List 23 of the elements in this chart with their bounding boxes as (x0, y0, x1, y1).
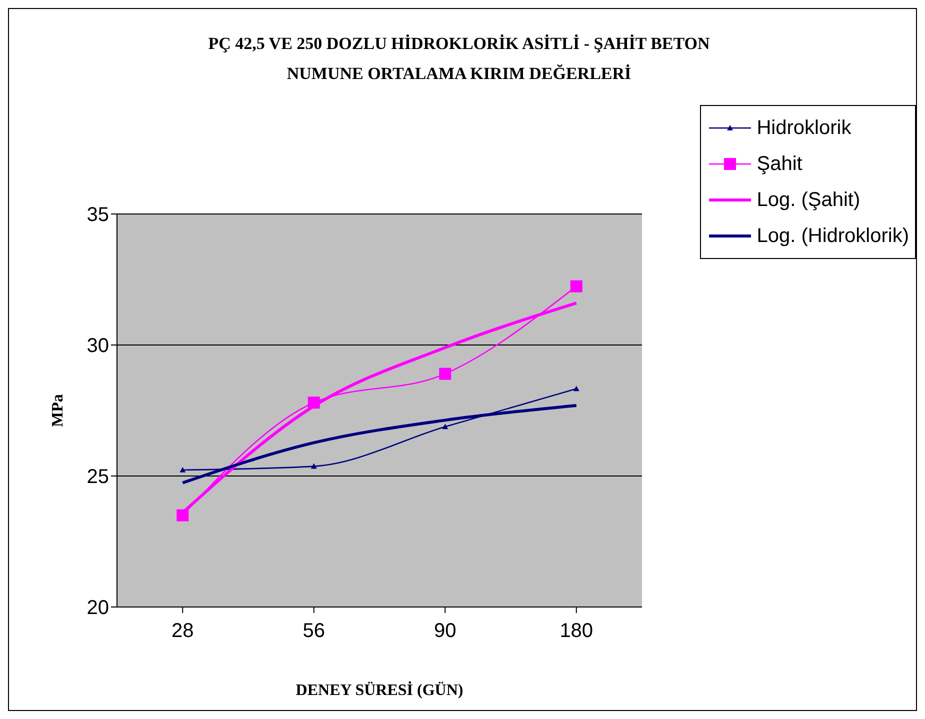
chart-title: PÇ 42,5 VE 250 DOZLU HİDROKLORİK ASİTLİ - ŞAHİT BETON NUMUNE ORTALAMA KIRIM DEĞERLERİ (207, 33, 711, 85)
point (176, 509, 189, 522)
y-axis-title: MPa (50, 394, 67, 427)
x-axis-title: DENEY SÜRESİ (GÜN) (296, 681, 464, 699)
point (180, 466, 186, 472)
legend-label: Log. (Şahit) (756, 188, 860, 212)
x-tick-label: 90 (434, 620, 456, 642)
point (570, 280, 582, 292)
y-tick-label: 25 (86, 466, 109, 488)
point (310, 463, 317, 469)
point (573, 386, 580, 392)
x-tick-label: 28 (172, 620, 194, 642)
point (439, 368, 452, 380)
x-tick-label: 56 (302, 620, 325, 642)
x-tick-label: 180 (560, 620, 594, 642)
legend-label: Şahit (756, 152, 802, 176)
legend-label: Hidroklorik (756, 116, 852, 140)
point (442, 424, 448, 430)
point (308, 396, 320, 409)
legend-label: Log. (Hidroklorik) (756, 224, 909, 248)
y-tick-label: 35 (86, 204, 109, 226)
y-tick-label: 30 (86, 335, 109, 358)
y-tick-label: 20 (86, 597, 109, 620)
